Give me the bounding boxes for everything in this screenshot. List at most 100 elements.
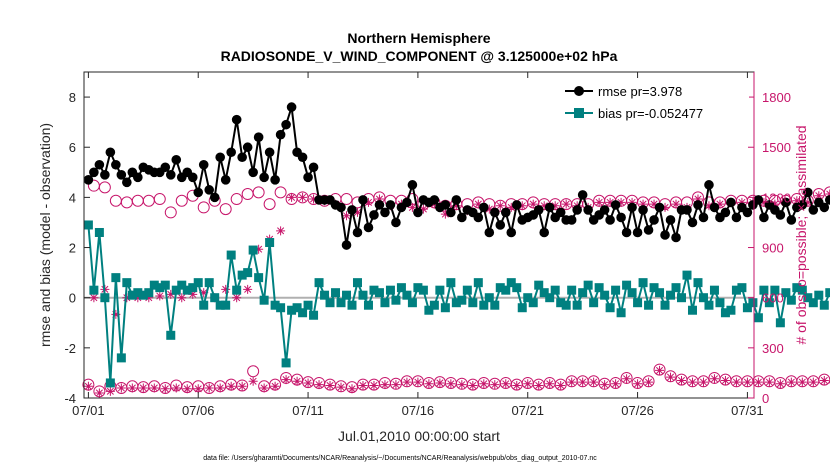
rmse-point xyxy=(336,202,346,213)
axis-ticks: 07/01 07/06 07/11 07/16 07/21 07/26 07/31 -4 -2 0… xyxy=(64,72,791,418)
bias-point xyxy=(578,288,588,298)
obs-possible-point xyxy=(230,193,243,206)
bias-point xyxy=(424,305,434,315)
obs-assimilated-point xyxy=(221,284,231,294)
rmse-point xyxy=(220,175,231,185)
obs-assimilated-point xyxy=(759,197,769,207)
obs-assimilated-point xyxy=(188,289,198,299)
bias-point xyxy=(726,305,736,315)
obs-assimilated-point xyxy=(638,199,648,209)
bias-point xyxy=(611,285,621,295)
rmse-point xyxy=(259,172,269,183)
obs-possible-point xyxy=(159,381,172,394)
obs-assimilated-point xyxy=(182,384,192,394)
rmse-point xyxy=(286,102,297,112)
bias-point xyxy=(517,303,527,313)
rmse-point xyxy=(781,197,791,208)
bias-point xyxy=(528,298,538,308)
bias-point xyxy=(440,303,450,313)
obs-assimilated-point xyxy=(616,197,626,207)
bias-point xyxy=(259,295,269,305)
rmse-point xyxy=(654,202,665,213)
obs-possible-point xyxy=(697,375,710,388)
obs-assimilated-point xyxy=(715,199,725,209)
rmse-point xyxy=(731,212,742,223)
obs-assimilated-point xyxy=(495,201,505,211)
y-left-tick-label: -2 xyxy=(64,341,76,356)
rmse-point xyxy=(660,230,670,240)
obs-possible-point xyxy=(554,378,567,391)
obs-assimilated-point xyxy=(369,380,379,390)
obs-assimilated-point xyxy=(171,383,181,393)
obs-assimilated-point xyxy=(111,309,121,319)
x-tick-label: 07/01 xyxy=(72,403,105,418)
obs-assimilated-point xyxy=(649,199,659,209)
bias-point xyxy=(490,300,500,310)
obs-assimilated-point xyxy=(342,211,352,221)
obs-possible-point xyxy=(219,203,232,216)
y-right-tick-label: 1500 xyxy=(762,140,791,155)
bias-point xyxy=(204,278,214,288)
obs-assimilated-point xyxy=(786,377,796,387)
obs-assimilated-point xyxy=(589,377,599,387)
obs-assimilated-point xyxy=(709,374,719,384)
obs-possible-point xyxy=(340,193,353,206)
bias-point xyxy=(803,293,813,303)
rmse-point xyxy=(720,207,731,218)
obs-possible-point xyxy=(252,186,265,199)
bias-point xyxy=(127,290,137,300)
rmse-point xyxy=(193,187,204,198)
obs-assimilated-point xyxy=(600,380,610,390)
obs-assimilated-point xyxy=(803,197,813,207)
rmse-point xyxy=(566,215,577,225)
bias-point xyxy=(435,285,445,295)
bias-point xyxy=(221,300,231,310)
y-left-tick-label: 6 xyxy=(69,140,76,155)
bias-point xyxy=(281,358,291,368)
bias-point xyxy=(396,283,406,293)
rmse-point xyxy=(803,187,813,198)
bias-point xyxy=(764,298,774,308)
obs-assimilated-point xyxy=(270,381,280,391)
rmse-point xyxy=(759,212,769,223)
y-left-tick-label: -4 xyxy=(64,391,76,406)
y-right-tick-label: 1200 xyxy=(762,190,791,205)
bias-point xyxy=(715,298,725,308)
obs-assimilated-point xyxy=(89,293,99,303)
rmse-point xyxy=(457,212,467,223)
rmse-point xyxy=(187,172,198,183)
obs-assimilated-point xyxy=(633,379,643,389)
legend-rmse-marker xyxy=(574,86,584,96)
obs-assimilated-point xyxy=(259,383,269,393)
obs-assimilated-point xyxy=(116,383,126,393)
rmse-point xyxy=(264,147,275,158)
obs-assimilated-point xyxy=(561,199,571,209)
obs-assimilated-point xyxy=(644,377,654,387)
obs-assimilated-point xyxy=(451,201,461,211)
obs-assimilated-point xyxy=(545,379,555,389)
obs-assimilated-point xyxy=(693,194,703,204)
bias-point xyxy=(418,285,428,295)
y-axis-label-right: # of obs: o=possible; ×=assimilated xyxy=(793,125,809,344)
obs-assimilated-point xyxy=(83,381,93,391)
legend: rmse pr=3.978 bias pr=-0.052477 xyxy=(561,78,749,124)
bias-point xyxy=(193,278,203,288)
obs-possible-point xyxy=(164,206,177,219)
rmse-point xyxy=(402,197,412,208)
obs-possible-point xyxy=(175,194,188,207)
bias-point xyxy=(644,300,654,310)
obs-assimilated-point xyxy=(336,382,346,392)
bias-point xyxy=(567,285,577,295)
rmse-point xyxy=(698,212,709,223)
bias-point xyxy=(786,295,796,305)
obs-assimilated-point xyxy=(298,192,308,202)
bias-point xyxy=(144,288,154,298)
rmse-point xyxy=(352,227,363,238)
obs-assimilated-point xyxy=(325,380,335,390)
obs-assimilated-point xyxy=(94,388,104,398)
bias-point xyxy=(484,293,494,303)
bias-point xyxy=(660,300,670,310)
obs-assimilated-point xyxy=(391,380,401,390)
rmse-layer xyxy=(83,102,830,250)
bias-point xyxy=(819,300,829,310)
